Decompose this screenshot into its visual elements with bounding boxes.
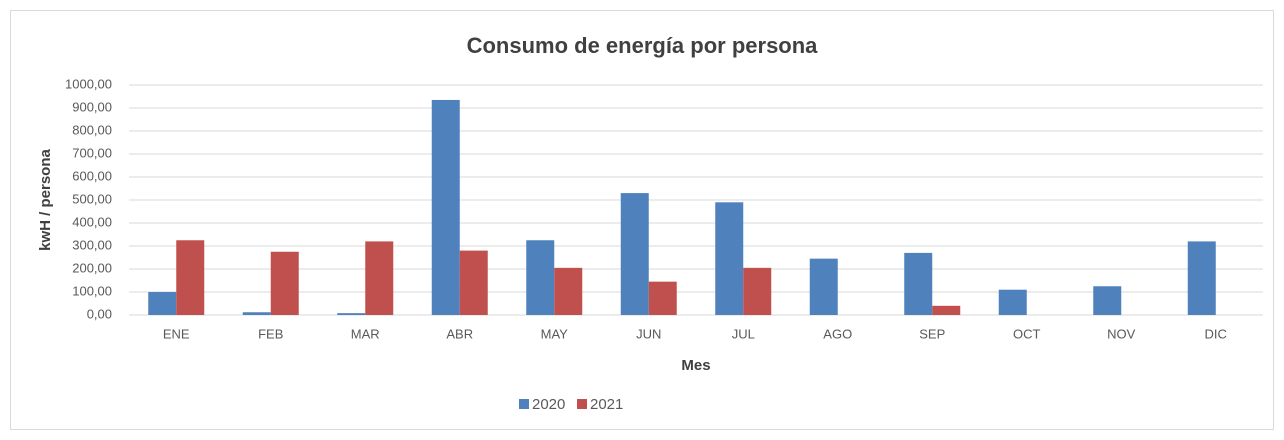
y-tick-label: 600,00 [72,168,112,183]
x-tick-label: MAR [351,326,380,341]
x-tick-label: JUL [732,326,755,341]
x-tick-label: ABR [446,326,473,341]
bar [242,312,271,315]
y-axis-label: kwH / persona [37,148,54,250]
bar [904,252,933,315]
bar [809,258,838,315]
y-tick-label: 900,00 [72,99,112,114]
bar [743,267,772,315]
legend-swatch [577,399,587,409]
x-tick-label: NOV [1107,326,1136,341]
bar [365,241,394,315]
bar [176,240,205,315]
x-tick-label: AGO [823,326,852,341]
chart-title: Consumo de energía por persona [467,33,819,58]
y-tick-label: 700,00 [72,145,112,160]
legend-swatch [519,399,529,409]
bar [459,250,488,315]
x-tick-label: JUN [636,326,661,341]
y-tick-label: 0,00 [87,306,112,321]
bar [337,313,366,315]
x-tick-label: ENE [163,326,190,341]
y-tick-label: 300,00 [72,237,112,252]
x-tick-label: MAY [541,326,569,341]
bar [932,305,961,315]
x-tick-label: SEP [919,326,945,341]
bar [526,240,555,315]
bar [648,281,677,315]
x-axis-label: Mes [681,357,710,374]
x-tick-label: DIC [1205,326,1227,341]
x-tick-label: OCT [1013,326,1041,341]
y-tick-label: 800,00 [72,122,112,137]
y-tick-label: 400,00 [72,214,112,229]
bar [431,99,460,315]
legend-label: 2020 [532,396,565,413]
bar [148,292,177,315]
bar [715,202,744,315]
bar [1093,286,1122,315]
legend-label: 2021 [590,396,623,413]
bar [620,193,649,315]
bar [270,251,299,315]
bar [1187,241,1216,315]
x-tick-label: FEB [258,326,283,341]
y-tick-label: 200,00 [72,260,112,275]
bar [998,289,1027,315]
y-tick-label: 100,00 [72,283,112,298]
y-tick-label: 1000,00 [65,76,112,91]
y-tick-label: 500,00 [72,191,112,206]
bar [554,267,583,315]
